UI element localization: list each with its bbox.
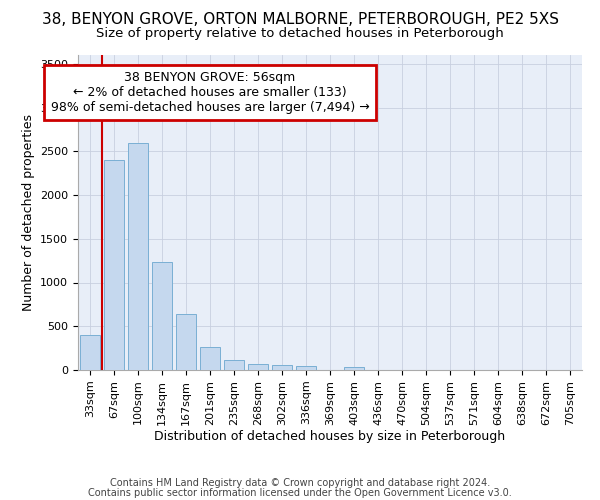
Bar xyxy=(128,142,148,370)
Text: Contains public sector information licensed under the Open Government Licence v3: Contains public sector information licen… xyxy=(88,488,512,498)
Text: 38 BENYON GROVE: 56sqm
← 2% of detached houses are smaller (133)
98% of semi-det: 38 BENYON GROVE: 56sqm ← 2% of detached … xyxy=(50,70,370,114)
Text: Size of property relative to detached houses in Peterborough: Size of property relative to detached ho… xyxy=(96,28,504,40)
Bar xyxy=(344,366,364,370)
Bar xyxy=(272,365,292,370)
Bar xyxy=(200,347,220,370)
Bar xyxy=(176,314,196,370)
Bar xyxy=(80,335,100,370)
Y-axis label: Number of detached properties: Number of detached properties xyxy=(22,114,35,311)
Bar xyxy=(152,262,172,370)
X-axis label: Distribution of detached houses by size in Peterborough: Distribution of detached houses by size … xyxy=(154,430,506,444)
Bar xyxy=(104,160,124,370)
Bar xyxy=(224,360,244,370)
Text: 38, BENYON GROVE, ORTON MALBORNE, PETERBOROUGH, PE2 5XS: 38, BENYON GROVE, ORTON MALBORNE, PETERB… xyxy=(41,12,559,28)
Text: Contains HM Land Registry data © Crown copyright and database right 2024.: Contains HM Land Registry data © Crown c… xyxy=(110,478,490,488)
Bar xyxy=(248,364,268,370)
Bar xyxy=(296,366,316,370)
